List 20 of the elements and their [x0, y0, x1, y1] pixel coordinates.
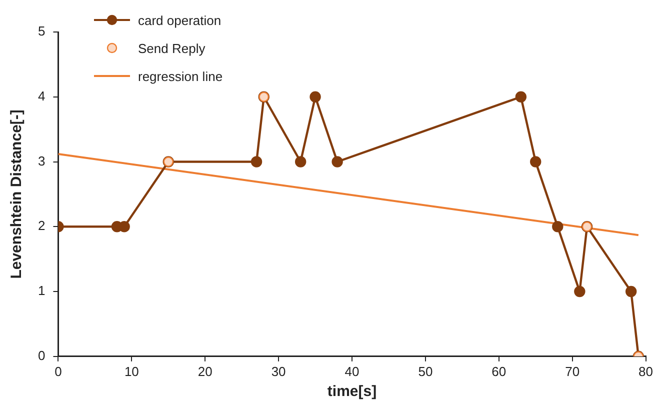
x-tick-label: 20 — [198, 364, 212, 379]
legend-label: card operation — [138, 12, 222, 28]
x-tick-label: 40 — [344, 364, 360, 379]
x-tick-label: 80 — [638, 364, 654, 379]
x-axis-title: time[s] — [327, 383, 377, 400]
x-tick-label: 10 — [124, 364, 139, 379]
x-tick-label: 30 — [271, 364, 286, 379]
y-tick-label: 0 — [38, 348, 46, 363]
legend-label: Send Reply — [138, 40, 206, 56]
x-tick-label: 50 — [418, 364, 433, 379]
x-tick-label: 0 — [54, 364, 62, 379]
x-tick-label: 70 — [565, 364, 580, 379]
x-tick-label: 60 — [492, 364, 506, 379]
y-tick-label: 5 — [38, 24, 46, 39]
y-tick-label: 4 — [38, 88, 46, 104]
y-tick-label: 1 — [38, 283, 46, 298]
y-tick-label: 2 — [38, 218, 46, 234]
legend-label: regression line — [138, 68, 223, 84]
y-tick-label: 3 — [38, 153, 46, 168]
y-axis-title: Levenshtein Distance[-] — [8, 110, 26, 279]
